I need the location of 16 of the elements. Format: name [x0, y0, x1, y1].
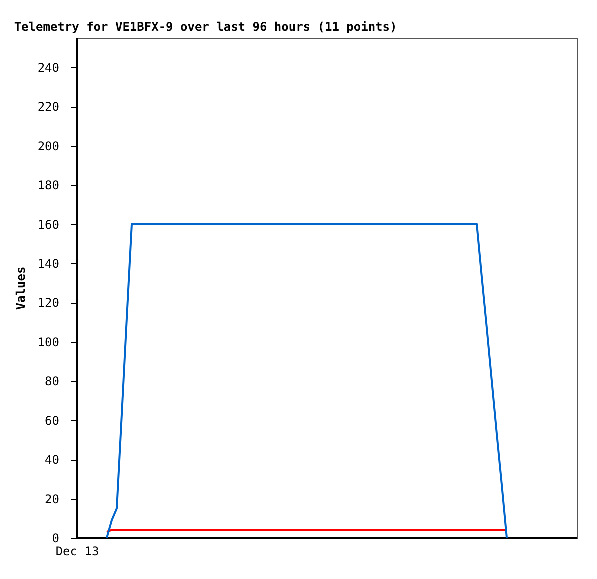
y-tick-label: 140: [38, 256, 60, 271]
y-tick-label: 240: [38, 60, 60, 75]
y-tick-label: 0: [52, 532, 60, 546]
y-axis-title: Values: [14, 266, 28, 310]
chart-title: Telemetry for VE1BFX-9 over last 96 hours (11 points): [14, 20, 398, 34]
y-tick-label: 100: [38, 335, 60, 350]
y-tick-label: 80: [45, 374, 60, 389]
y-tick-label: 160: [38, 218, 60, 232]
y-tick-label: 180: [38, 178, 60, 193]
y-tick-label: 120: [38, 296, 60, 310]
y-tick-label: 20: [45, 492, 60, 506]
y-tick-label: 200: [38, 139, 60, 154]
text: Dec 13: [56, 544, 100, 558]
y-tick-label: 60: [45, 414, 60, 428]
y-tick-label: 40: [45, 453, 60, 468]
y-tick-label: 220: [38, 100, 60, 114]
